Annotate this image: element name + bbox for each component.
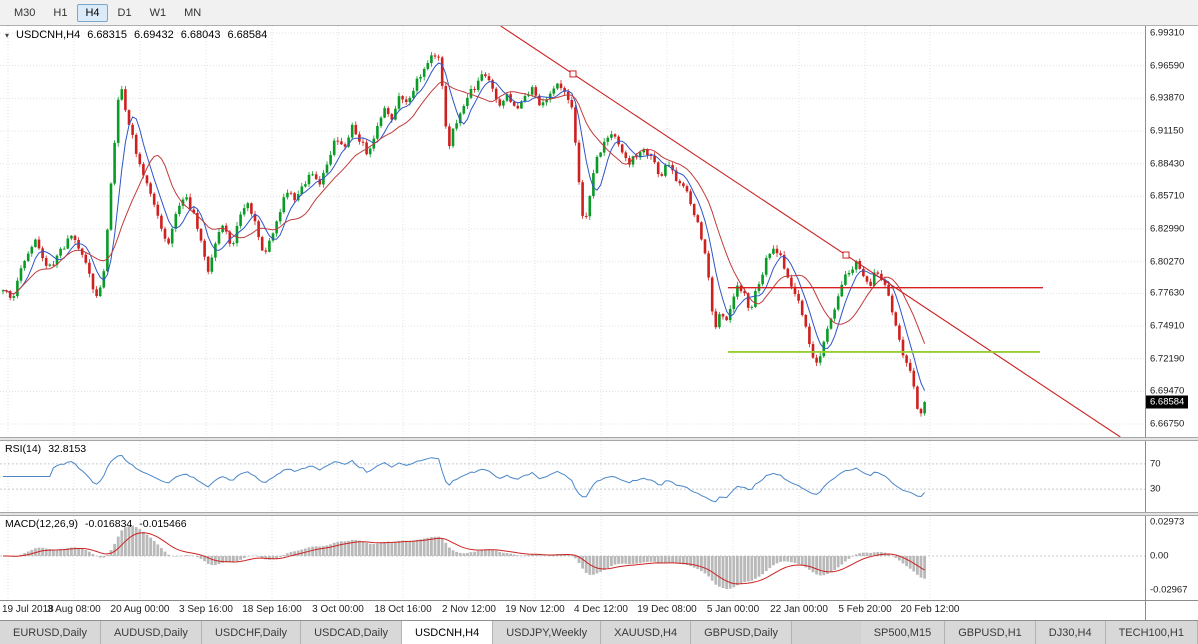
- symbol-tab-usdchf-daily[interactable]: USDCHF,Daily: [201, 621, 302, 644]
- symbol-tab-usdcnh-h4[interactable]: USDCNH,H4: [402, 621, 494, 644]
- price-axis-label: 6.99310: [1150, 27, 1185, 39]
- price-axis-label: 6.82990: [1150, 223, 1185, 235]
- price-axis-label: 6.77630: [1150, 287, 1185, 299]
- price-axis-label: 6.85710: [1150, 190, 1185, 202]
- symbol-tabbar: EURUSD,Daily AUDUSD,Daily USDCHF,Daily USDC…: [0, 620, 1198, 644]
- symbol-tab-gbpusd-daily[interactable]: GBPUSD,Daily: [691, 621, 793, 644]
- macd-indicator-panel: MACD(12,26,9) -0.016834 -0.015466 0.0297…: [0, 516, 1198, 600]
- price-axis-label: 6.93870: [1150, 92, 1185, 104]
- timeframe-button-group: M30 H1 H4 D1 W1 MN: [6, 3, 209, 22]
- time-axis-label: 5 Feb 20:00: [838, 604, 892, 615]
- rsi-canvas[interactable]: [0, 441, 1145, 512]
- time-axis-labels: 19 Jul 2018 3 Aug 08:00 20 Aug 00:00 3 Sep …: [0, 601, 1145, 620]
- time-axis-label: 2 Nov 12:00: [442, 604, 496, 615]
- symbol-tab-gbpusd-h1[interactable]: GBPUSD,H1: [945, 621, 1036, 644]
- price-axis-label: 6.69470: [1150, 385, 1185, 397]
- candles-layer: [1, 52, 926, 417]
- time-axis-label: 18 Oct 16:00: [374, 604, 432, 615]
- panel-splitter-rsi[interactable]: [0, 437, 1198, 441]
- symbol-tab-eurusd-daily[interactable]: EURUSD,Daily: [0, 621, 101, 644]
- time-axis-label: 18 Sep 16:00: [242, 604, 302, 615]
- symbol-tab-sp500-m15[interactable]: SP500,M15: [860, 621, 946, 644]
- symbol-tab-audusd-daily[interactable]: AUDUSD,Daily: [100, 621, 202, 644]
- rsi-indicator-panel: RSI(14) 32.8153 70 30: [0, 441, 1198, 512]
- chart-collapse-icon[interactable]: ▾: [5, 30, 10, 40]
- trendline-anchor[interactable]: [842, 251, 850, 259]
- time-axis-label: 20 Feb 12:00: [900, 604, 960, 615]
- macd-canvas[interactable]: [0, 516, 1145, 600]
- symbol-tab-dj30-h4[interactable]: DJ30,H4: [1035, 621, 1106, 644]
- time-axis-label: 5 Jan 00:00: [706, 604, 760, 615]
- time-axis-label: 19 Nov 12:00: [505, 604, 565, 615]
- price-chart-canvas[interactable]: [0, 26, 1145, 437]
- chart-close-value: 6.68584: [227, 29, 268, 41]
- rsi-name: RSI(14): [5, 443, 42, 455]
- price-axis-label: 6.66750: [1150, 418, 1185, 430]
- chart-low-value: 6.68043: [180, 29, 221, 41]
- symbol-tab-xauusd-h4[interactable]: XAUUSD,H4: [601, 621, 692, 644]
- rsi-plot[interactable]: RSI(14) 32.8153: [0, 441, 1145, 512]
- time-axis-label: 20 Aug 00:00: [110, 604, 170, 615]
- ma-fast-line: [2, 62, 926, 391]
- rsi-label: RSI(14) 32.8153: [5, 443, 86, 455]
- timeframe-button-m30[interactable]: M30: [14, 6, 36, 19]
- time-axis-label: 3 Aug 08:00: [47, 604, 101, 615]
- price-chart-panel: ▾ USDCNH,H4 6.68315 6.69432 6.68043 6.68…: [0, 26, 1198, 437]
- macd-axis-label: -0.02967: [1150, 584, 1188, 596]
- time-axis-label: 3 Sep 16:00: [179, 604, 233, 615]
- rsi-line: [3, 454, 925, 503]
- rsi-axis-label: 30: [1150, 483, 1161, 495]
- symbol-tab-tech100-h1[interactable]: TECH100,H1: [1105, 621, 1198, 644]
- timeframe-button-mn[interactable]: MN: [184, 6, 202, 19]
- timeframe-button-d1[interactable]: D1: [117, 6, 132, 19]
- macd-name: MACD(12,26,9): [5, 518, 78, 530]
- rsi-axis-label: 70: [1150, 458, 1161, 470]
- price-axis-label: 6.74910: [1150, 320, 1185, 332]
- macd-histogram: [5, 525, 926, 589]
- macd-main-value: -0.016834: [84, 518, 133, 530]
- price-chart-plot[interactable]: ▾ USDCNH,H4 6.68315 6.69432 6.68043 6.68…: [0, 26, 1145, 437]
- macd-signal-value: -0.015466: [139, 518, 187, 530]
- tabbar-spacer: [792, 621, 861, 644]
- ma-slow-line: [2, 80, 926, 344]
- timeframe-button-h1[interactable]: H1: [53, 6, 68, 19]
- chart-open-value: 6.68315: [87, 29, 127, 41]
- price-axis-label: 6.96590: [1150, 60, 1185, 72]
- macd-label: MACD(12,26,9) -0.016834 -0.015466: [5, 518, 187, 530]
- symbol-tab-usdjpy-weekly[interactable]: USDJPY,Weekly: [493, 621, 602, 644]
- rsi-value: 32.8153: [48, 443, 87, 455]
- axis-corner-line: [1145, 601, 1146, 620]
- trendline-anchor[interactable]: [569, 70, 577, 78]
- macd-plot[interactable]: MACD(12,26,9) -0.016834 -0.015466: [0, 516, 1145, 600]
- price-axis-label: 6.91150: [1150, 125, 1184, 137]
- chart-high-value: 6.69432: [133, 29, 174, 41]
- chart-header: ▾ USDCNH,H4 6.68315 6.69432 6.68043 6.68…: [5, 29, 267, 41]
- macd-axis-label: 0.02973: [1150, 516, 1185, 528]
- time-axis-label: 4 Dec 12:00: [574, 604, 628, 615]
- timeframe-toolbar: M30 H1 H4 D1 W1 MN: [0, 0, 1198, 26]
- time-axis-label: 19 Dec 08:00: [637, 604, 697, 615]
- time-axis-label: 19 Jul 2018: [2, 604, 54, 615]
- price-axis-label: 6.72190: [1150, 353, 1185, 365]
- last-price-badge: 6.68584: [1146, 395, 1189, 409]
- macd-axis-label: 0.00: [1150, 550, 1169, 562]
- timeframe-button-w1[interactable]: W1: [149, 6, 167, 19]
- chart-symbol-label: USDCNH,H4: [16, 29, 81, 41]
- time-axis[interactable]: 19 Jul 2018 3 Aug 08:00 20 Aug 00:00 3 Sep …: [0, 600, 1198, 620]
- symbol-tab-usdcad-daily[interactable]: USDCAD,Daily: [301, 621, 403, 644]
- price-axis-label: 6.80270: [1150, 256, 1185, 268]
- panel-splitter-macd[interactable]: [0, 512, 1198, 516]
- time-axis-label: 22 Jan 00:00: [770, 604, 828, 615]
- macd-signal-line: [3, 532, 925, 585]
- time-axis-label: 3 Oct 00:00: [312, 604, 364, 615]
- price-axis[interactable]: 6.68584 6.99310 6.96590 6.93870 6.91150 6.88…: [1145, 26, 1198, 437]
- descending-trendline[interactable]: [500, 26, 1121, 437]
- price-axis-label: 6.88430: [1150, 158, 1185, 170]
- rsi-axis[interactable]: 70 30: [1145, 441, 1198, 512]
- macd-axis[interactable]: 0.02973 0.00 -0.02967: [1145, 516, 1198, 600]
- timeframe-button-h4[interactable]: H4: [77, 3, 108, 22]
